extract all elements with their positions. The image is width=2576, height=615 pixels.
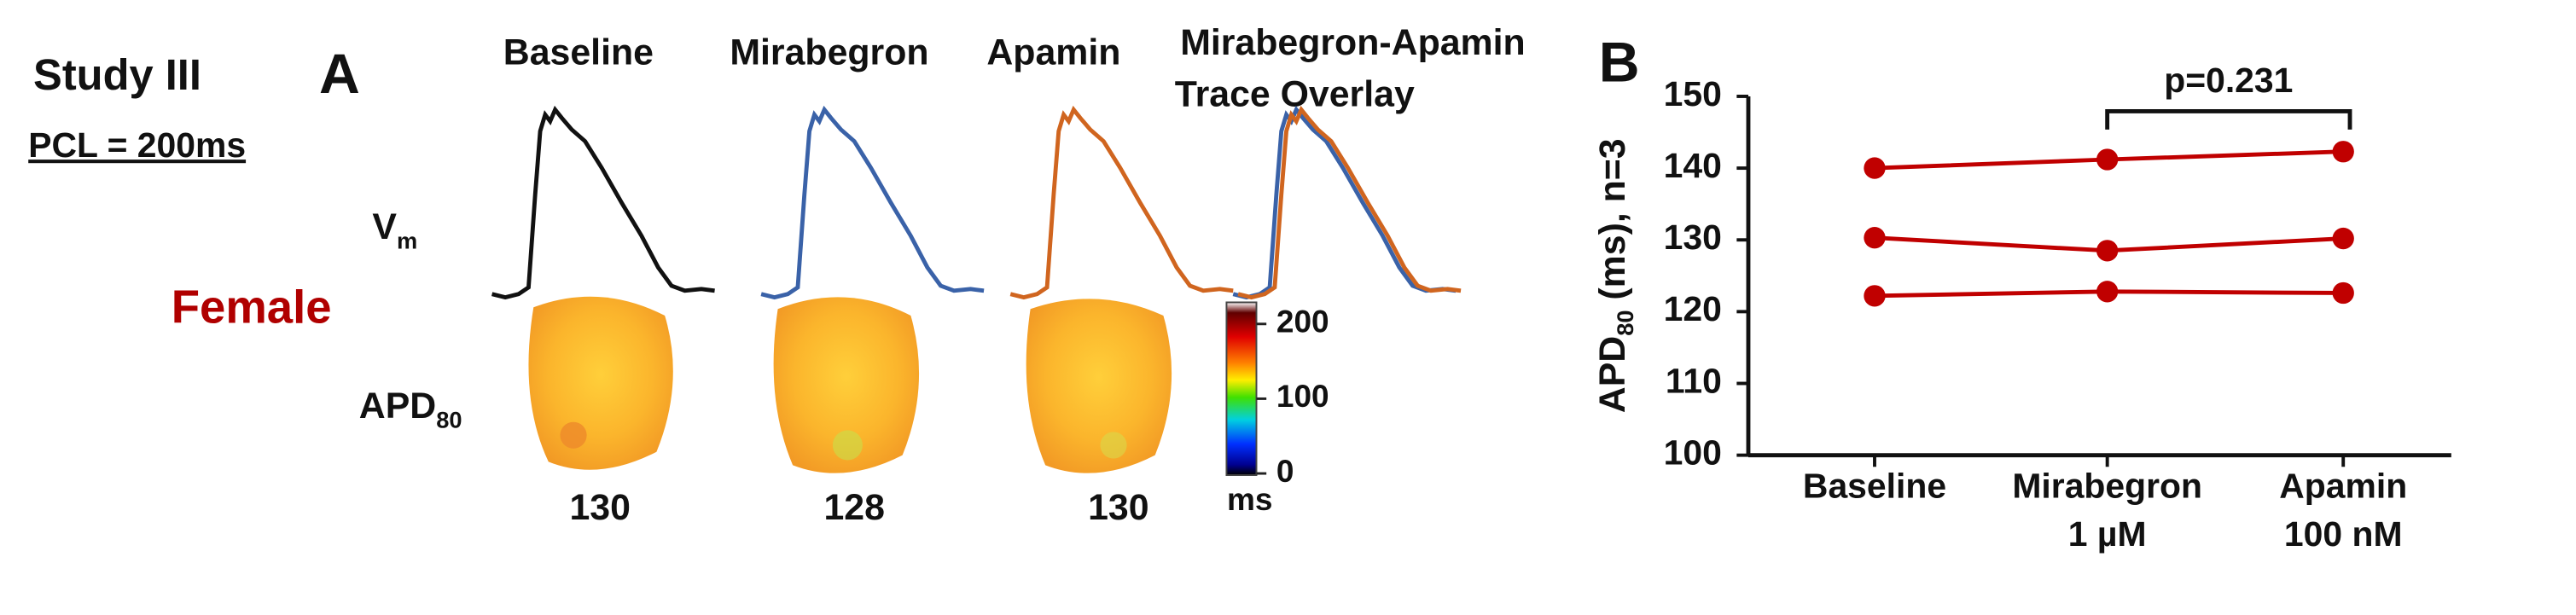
y-tick-label: 110 <box>1666 361 1722 400</box>
map-spot <box>1100 432 1127 459</box>
sex-label: Female <box>172 281 332 334</box>
study-label: Study III <box>33 50 201 99</box>
apd-label: APD80 <box>359 386 462 432</box>
data-point <box>1864 157 1886 179</box>
y-tick-label: 140 <box>1664 146 1722 185</box>
apd-map <box>773 297 920 473</box>
vm-label: Vm <box>372 206 417 253</box>
data-point <box>2096 240 2119 262</box>
pcl-label: PCL = 200ms <box>28 125 246 165</box>
data-point <box>1864 227 1886 249</box>
x-tick-label: Apamin <box>2279 466 2407 505</box>
column-header: Mirabegron <box>730 32 928 73</box>
data-point <box>2332 141 2354 163</box>
trace <box>1233 110 1456 298</box>
data-point <box>1864 285 1886 307</box>
data-point <box>2096 281 2119 303</box>
data-point <box>2332 281 2354 305</box>
y-tick-label: 150 <box>1664 74 1722 113</box>
colorbar-unit: ms <box>1227 482 1272 517</box>
annotation: p=0.231 <box>2164 61 2293 100</box>
y-tick-label: 130 <box>1664 218 1722 257</box>
data-point <box>2096 148 2119 171</box>
panel-letter: B <box>1599 31 1640 94</box>
map-value: 130 <box>1088 487 1148 528</box>
y-tick-label: 120 <box>1664 289 1722 328</box>
apd-map <box>1026 299 1172 473</box>
data-point <box>2332 227 2354 250</box>
column-header: Apamin <box>986 32 1120 73</box>
x-tick-label: Mirabegron <box>2012 466 2202 505</box>
colorbar-tick-label: 100 <box>1276 379 1329 414</box>
map-spot <box>832 430 863 461</box>
trace <box>1010 110 1233 298</box>
column-header: Trace Overlay <box>1175 73 1415 114</box>
x-tick-label: 1 µM <box>2068 514 2147 554</box>
column-header: Baseline <box>503 32 654 73</box>
column-header: Mirabegron-Apamin <box>1180 22 1526 63</box>
y-tick-label: 100 <box>1664 432 1722 472</box>
x-tick-label: 100 nM <box>2284 514 2403 554</box>
colorbar-tick-label: 200 <box>1276 305 1329 339</box>
significance-bracket <box>2105 109 2352 130</box>
x-tick-label: Baseline <box>1803 466 1946 505</box>
trace <box>492 110 715 298</box>
map-value: 128 <box>823 487 884 528</box>
map-value: 130 <box>569 487 630 528</box>
colorbar <box>1225 301 1258 476</box>
apd-map <box>528 296 673 470</box>
map-spot <box>560 421 587 449</box>
y-axis-label: APD80 (ms), n=3 <box>1592 138 1638 413</box>
trace <box>761 110 984 298</box>
panel-letter: A <box>319 43 360 106</box>
colorbar-tick-label: 0 <box>1276 454 1294 489</box>
